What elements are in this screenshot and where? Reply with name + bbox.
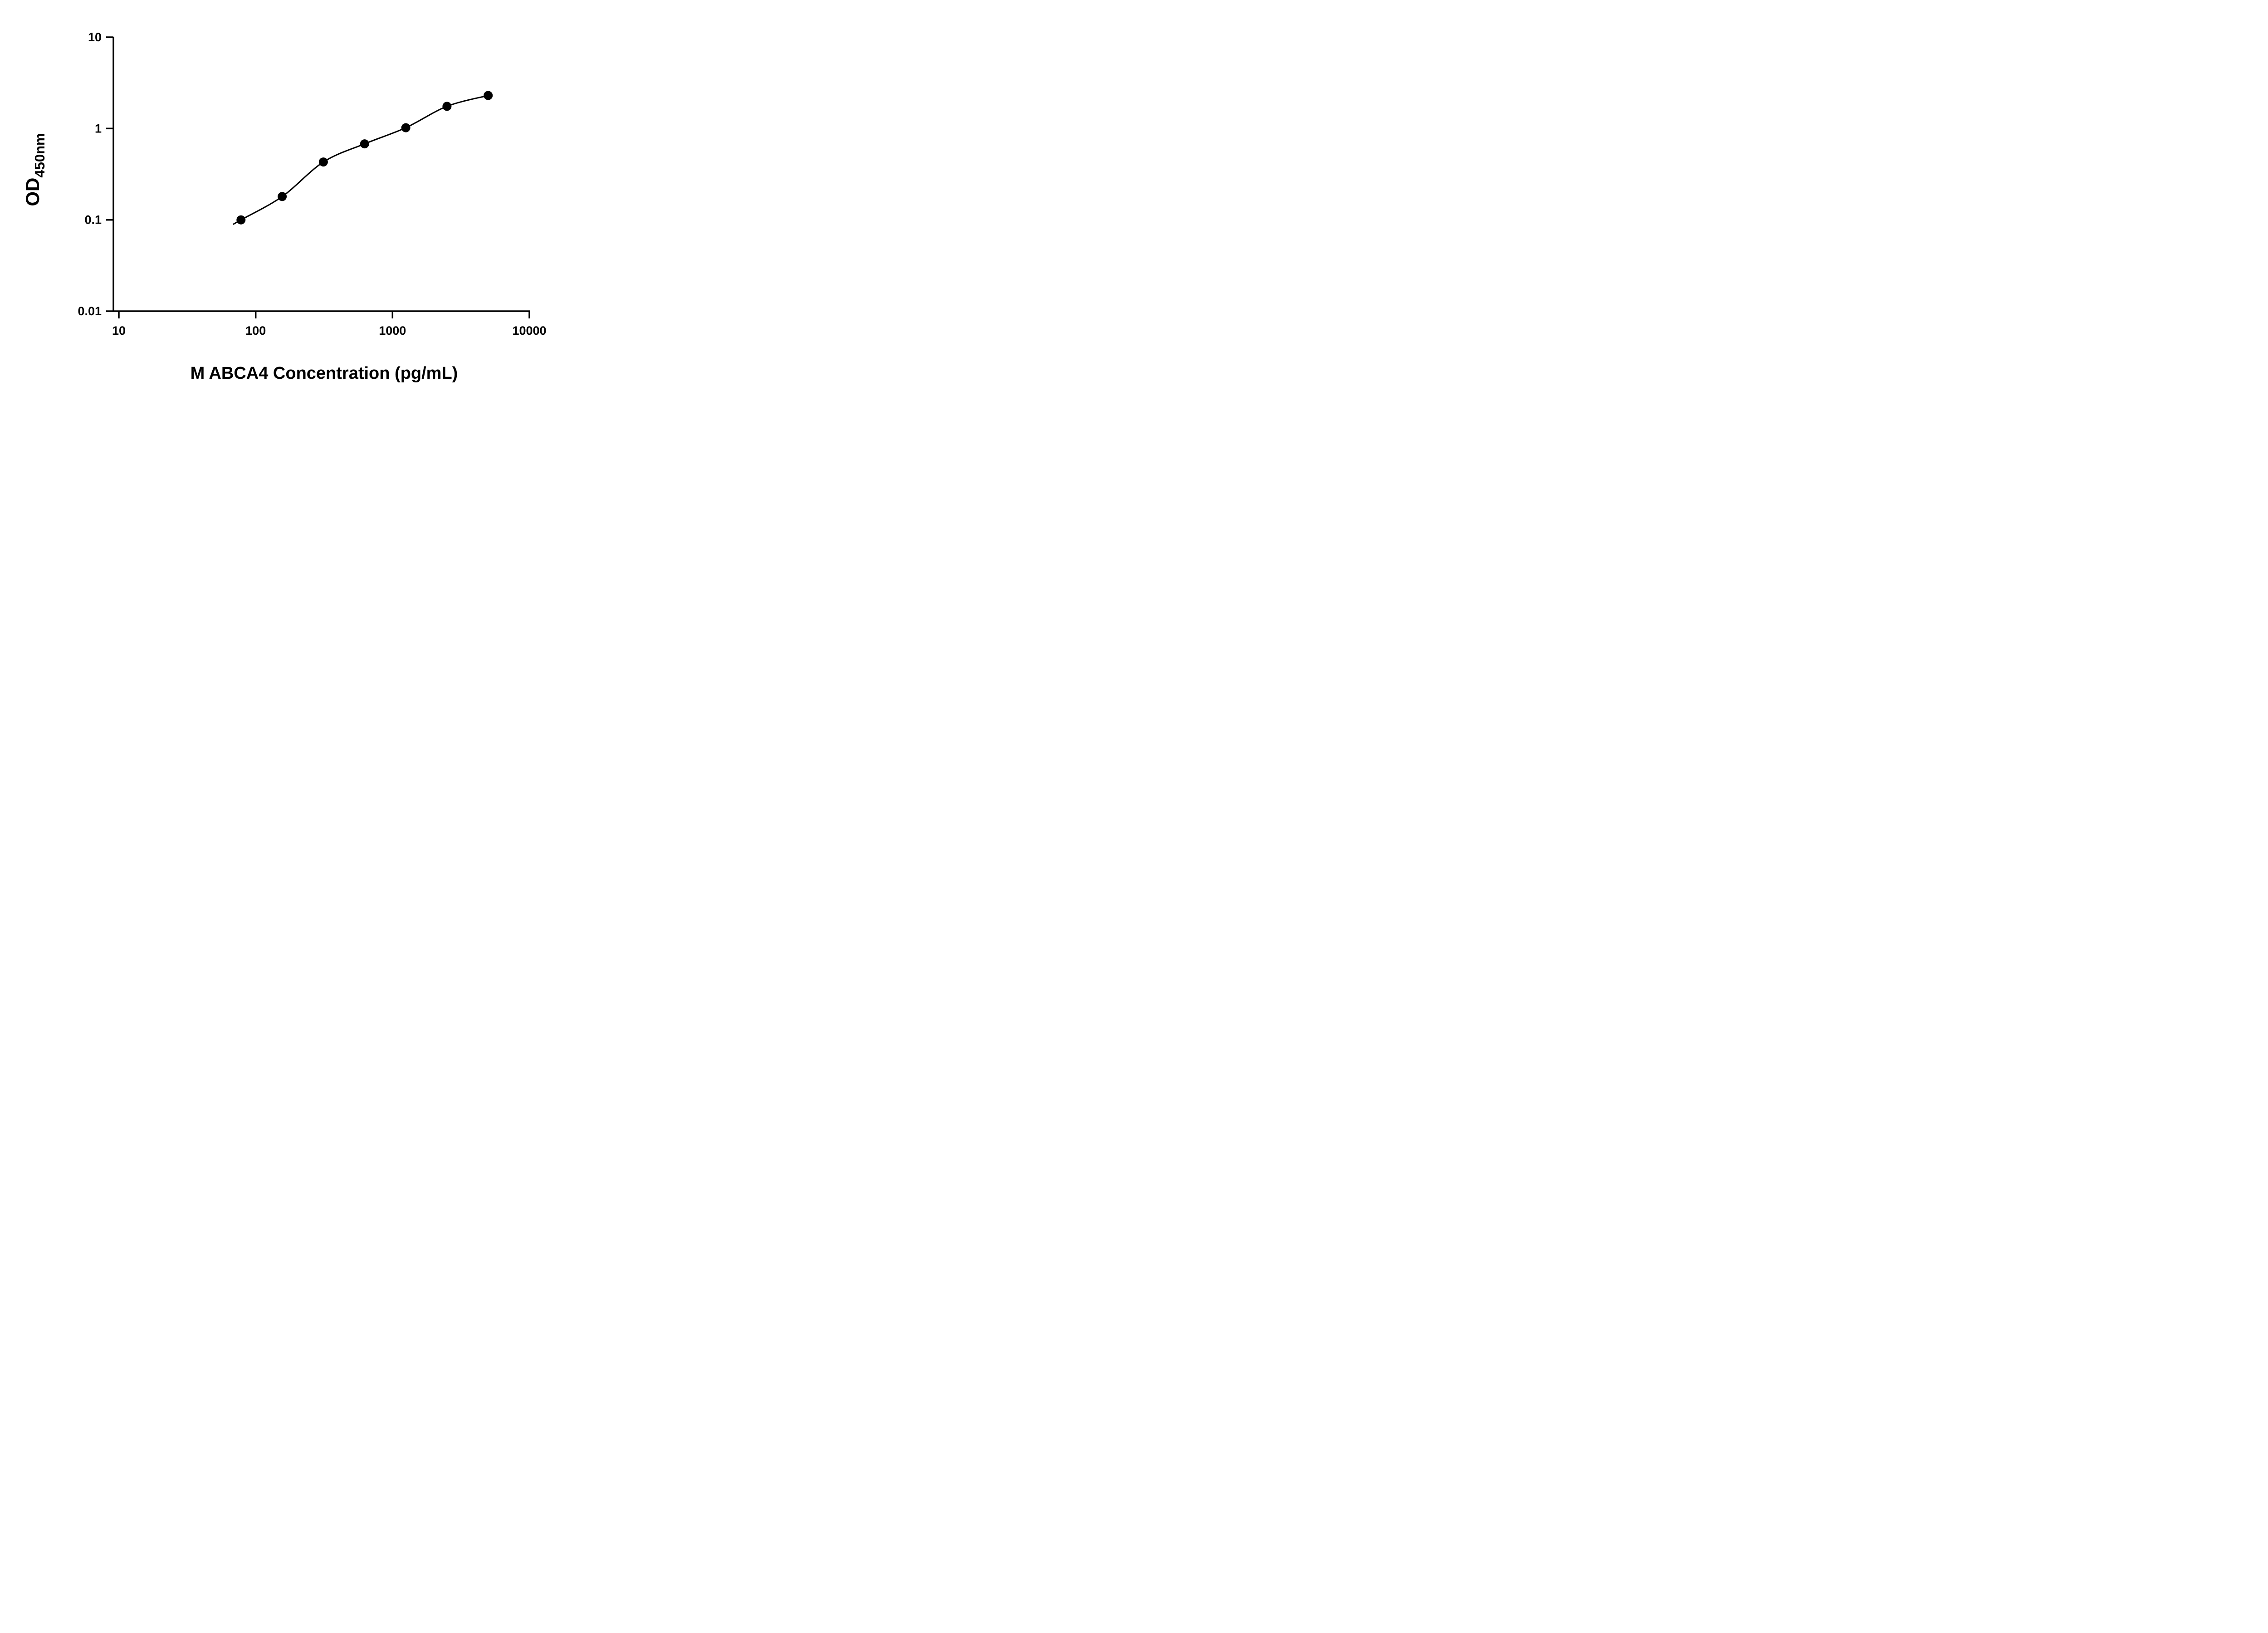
x-tick-label: 10000 xyxy=(512,324,546,337)
data-point xyxy=(236,215,246,225)
y-tick-label: 1 xyxy=(95,122,102,135)
x-tick-label: 10 xyxy=(112,324,126,337)
y-tick-label: 0.1 xyxy=(84,213,102,227)
fit-curve xyxy=(233,95,489,225)
data-point xyxy=(401,123,411,132)
axis-lines xyxy=(112,37,530,312)
data-point xyxy=(278,192,287,201)
x-tick-label: 1000 xyxy=(379,324,406,337)
x-tick-label: 100 xyxy=(245,324,266,337)
y-axis-title-sub: 450nm xyxy=(32,133,48,177)
x-axis-title: M ABCA4 Concentration (pg/mL) xyxy=(191,364,458,383)
data-point xyxy=(360,139,369,149)
y-tick-label: 10 xyxy=(88,30,102,44)
chart-canvas: M ABCA4 Concentration (pg/mL) OD450nm 0.… xyxy=(22,30,547,383)
data-point xyxy=(318,157,328,167)
page: M ABCA4 Concentration (pg/mL) OD450nm 0.… xyxy=(0,0,583,408)
data-point xyxy=(442,102,452,111)
data-point xyxy=(484,91,493,100)
elisa-standard-curve-chart: M ABCA4 Concentration (pg/mL) OD450nm 0.… xyxy=(0,0,583,408)
y-axis-title: OD450nm xyxy=(22,133,48,206)
y-tick-label: 0.01 xyxy=(78,304,102,318)
y-axis-title-main: OD xyxy=(22,178,43,206)
